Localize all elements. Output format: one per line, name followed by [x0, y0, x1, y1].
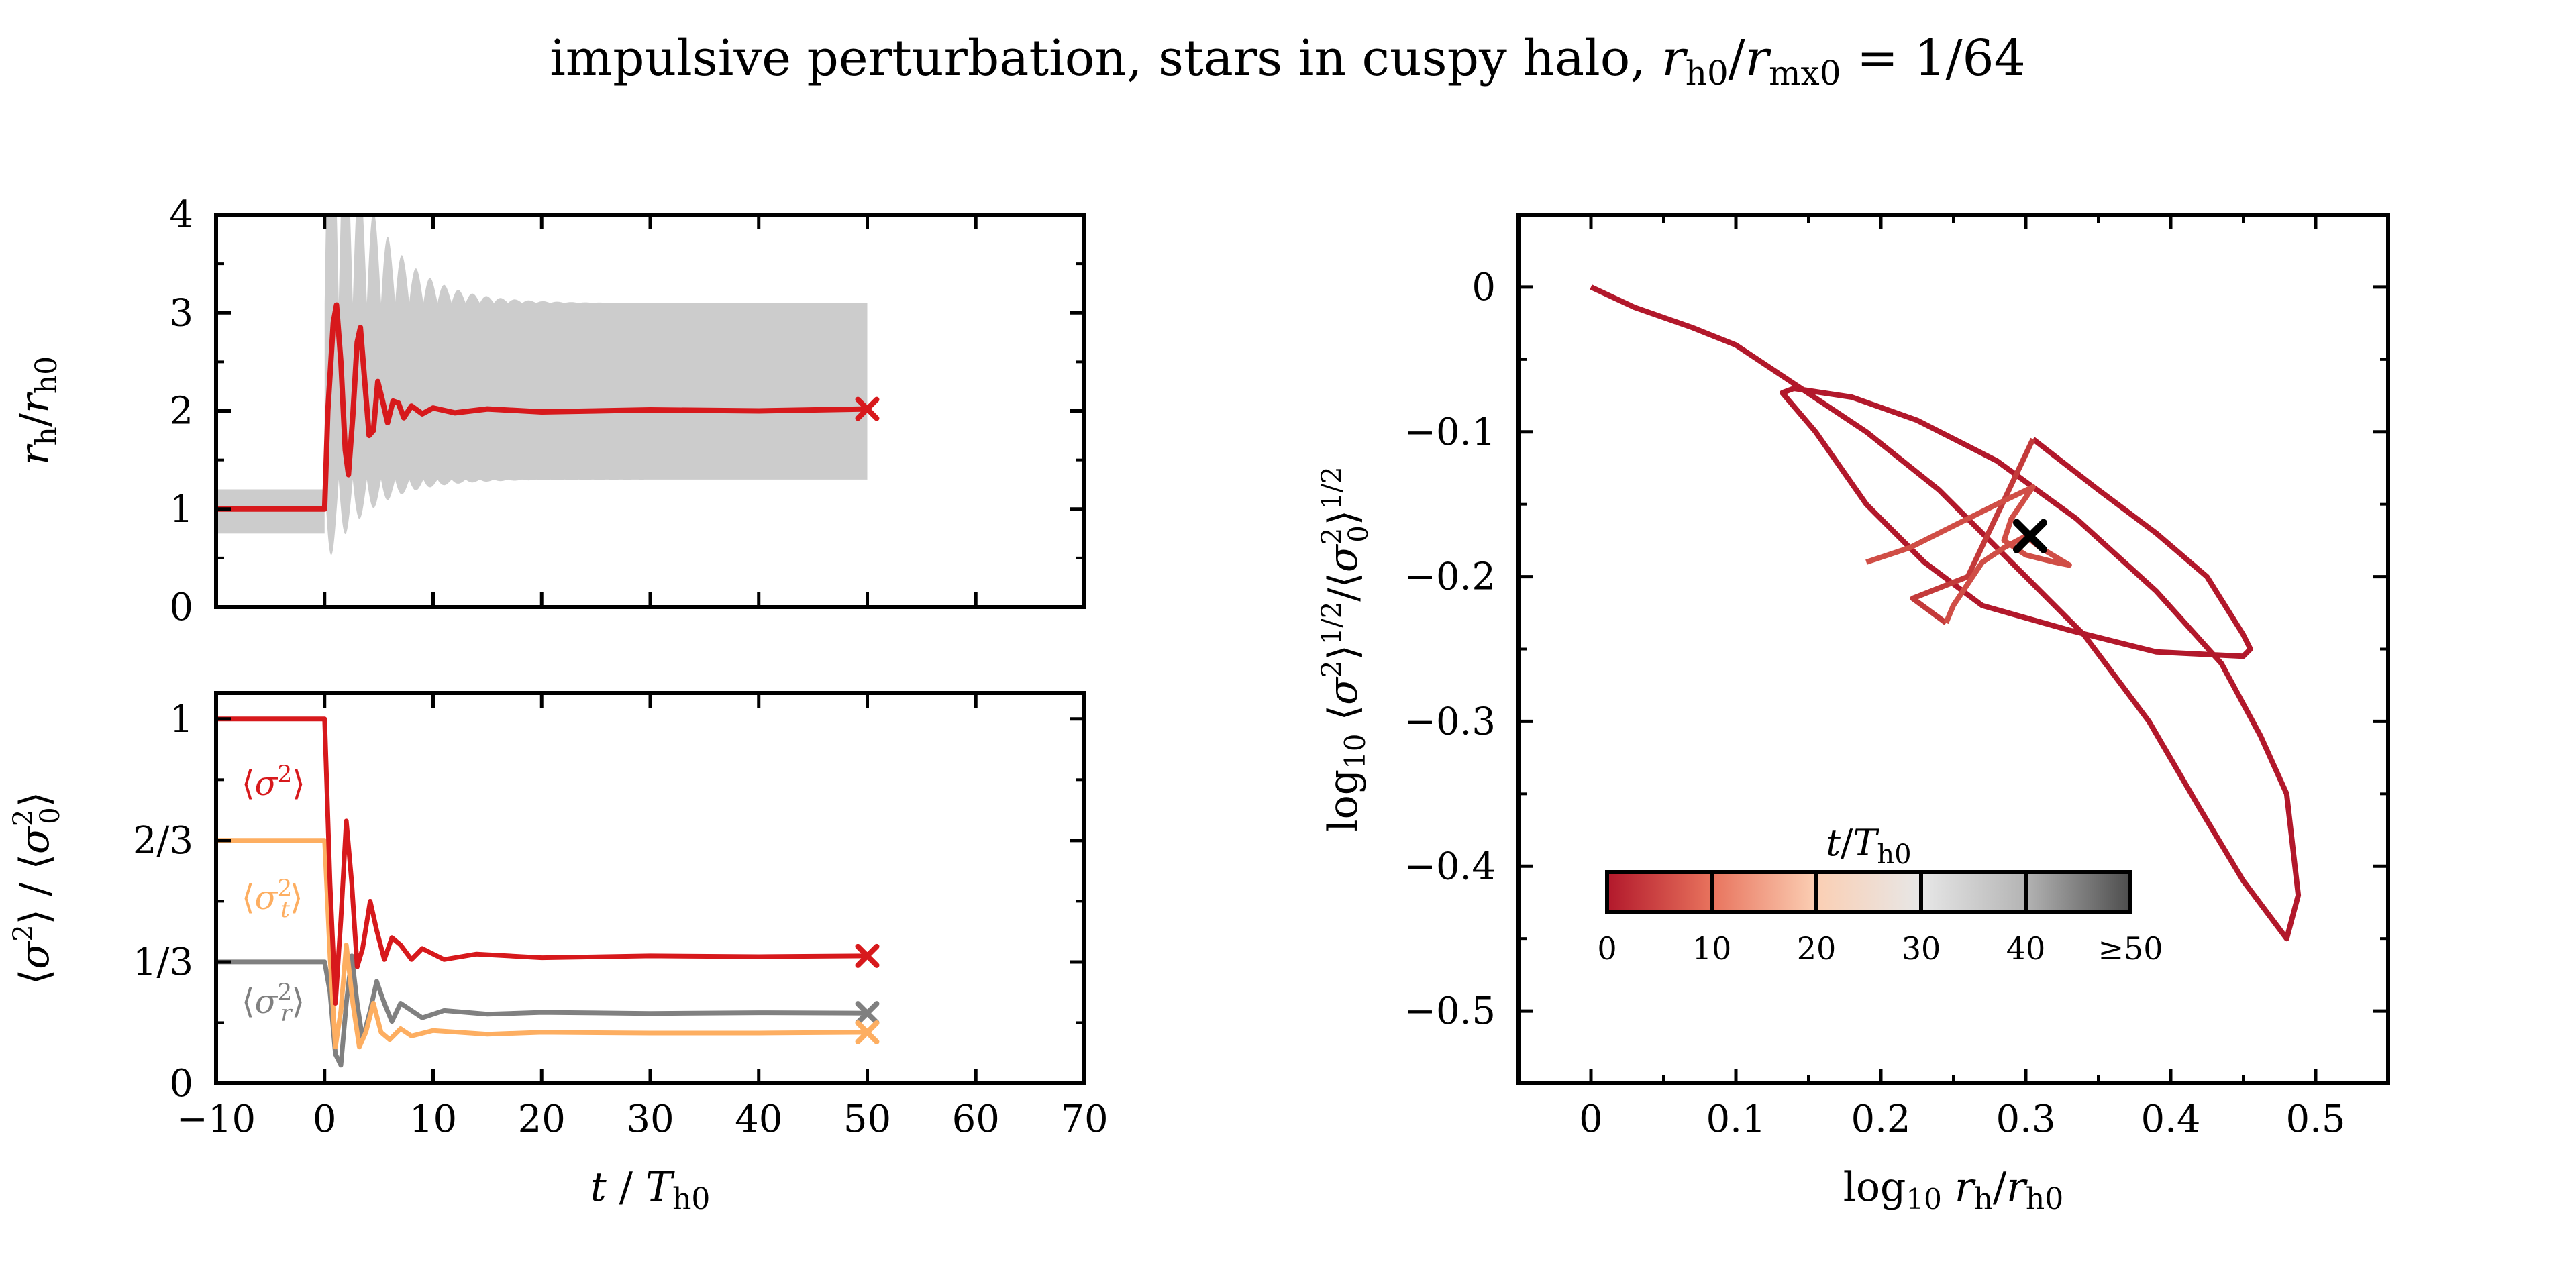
- x-tick-label: 30: [626, 1097, 674, 1141]
- y-tick-label: 0: [1472, 266, 1496, 309]
- top-left-panel: 0 1 2 3 4 rh/rh0: [11, 193, 1086, 629]
- y-tick-label: −0.4: [1404, 845, 1496, 888]
- post-band: [324, 215, 868, 555]
- trajectory-inner-loop: [1865, 484, 2072, 625]
- trajectory-main: [1590, 284, 2302, 942]
- x-tick-label: 0: [1579, 1097, 1603, 1141]
- bottom-left-markers: [855, 943, 880, 1044]
- x-tick-label: 0: [313, 1097, 337, 1141]
- y-tick-label: 1: [169, 488, 193, 531]
- colorbar-tick-label: ≥50: [2098, 930, 2163, 967]
- y-tick-label: 2/3: [133, 819, 193, 863]
- bottom-left-xlabel: t / Th0: [590, 1164, 711, 1216]
- right-panel: 0 0.1 0.2 0.3 0.4 0.5 0 −0.1 −0.2 −0.3 −0.4 −0.5: [1317, 213, 2390, 1216]
- colorbar-tick-label: 20: [1797, 930, 1837, 967]
- colorbar-tick-label: 30: [1902, 930, 1941, 967]
- right-ylabel: log10 ⟨σ2⟩1/2/⟨σ20⟩1/2: [1317, 466, 1374, 832]
- right-final-marker: [2012, 519, 2047, 553]
- final-marker: [855, 396, 880, 421]
- x-tick-label: 10: [409, 1097, 457, 1141]
- colorbar-gradient: [1605, 870, 2132, 914]
- final-marker: [2012, 519, 2047, 553]
- x-tick-label: 0.5: [2285, 1097, 2345, 1141]
- x-tick-label: 0.2: [1851, 1097, 1910, 1141]
- y-tick-label: −0.2: [1404, 555, 1496, 599]
- y-tick-label: 0: [169, 1062, 193, 1106]
- top-left-ticks: 0 1 2 3 4: [169, 193, 1086, 629]
- bottom-left-series: [216, 716, 868, 1068]
- y-tick-label: 1: [169, 698, 193, 741]
- x-tick-label: 0.4: [2141, 1097, 2200, 1141]
- sigma-r2-label: ⟨σ2 r⟩: [242, 979, 305, 1027]
- colorbar-label: t/Th0: [1826, 822, 1911, 870]
- x-tick-label: 50: [843, 1097, 891, 1141]
- colorbar-tick-label: 40: [2006, 930, 2046, 967]
- colorbar-tick-label: 10: [1692, 930, 1732, 967]
- x-tick-label: 0.1: [1706, 1097, 1765, 1141]
- trajectory-second-leg: [1910, 437, 2036, 625]
- x-tick-label: 0.3: [1996, 1097, 2055, 1141]
- sigma2-label: ⟨σ2⟩: [242, 761, 305, 803]
- sigma-r2-final-marker: [855, 1001, 880, 1026]
- right-xlabel: log10 rh/rh0: [1843, 1164, 2064, 1216]
- y-tick-label: 0: [169, 586, 193, 629]
- y-tick-label: −0.1: [1404, 411, 1496, 454]
- chart-title-text: impulsive perturbation, stars in cuspy h…: [550, 30, 1661, 87]
- right-trajectory: [1590, 284, 2302, 942]
- y-tick-label: 3: [169, 291, 193, 335]
- x-tick-label: −10: [176, 1097, 256, 1141]
- top-left-series: [216, 302, 868, 512]
- x-tick-label: 60: [952, 1097, 1000, 1141]
- chart-title: impulsive perturbation, stars in cuspy h…: [550, 30, 2025, 93]
- colorbar-ticks: 0 10 20 30 40 ≥50: [1597, 930, 2163, 967]
- sigma-r2-line: [216, 953, 868, 1068]
- sigma2-final-marker: [855, 943, 880, 968]
- bottom-left-ylabel: ⟨σ2⟩ / ⟨σ20⟩: [8, 792, 66, 985]
- colorbar-tick-label: 0: [1597, 930, 1616, 967]
- colorbar: t/Th0 0 10 20 30 40 ≥50: [1597, 822, 2163, 967]
- y-tick-label: 2: [169, 390, 193, 433]
- y-tick-label: −0.5: [1404, 989, 1496, 1033]
- sigma-t2-final-marker: [855, 1020, 880, 1044]
- sigma2-line: [216, 716, 868, 1006]
- sigma-t2-label: ⟨σ2 t⟩: [242, 875, 303, 923]
- right-ticks: 0 0.1 0.2 0.3 0.4 0.5 0 −0.1 −0.2 −0.3 −0.4 −0.5: [1404, 215, 2388, 1141]
- top-left-ylabel: rh/rh0: [11, 356, 64, 465]
- radius-line: [216, 302, 868, 512]
- y-tick-label: 1/3: [133, 941, 193, 984]
- y-tick-label: 4: [169, 193, 193, 237]
- sigma-t2-line: [216, 838, 868, 1050]
- x-tick-label: 40: [735, 1097, 782, 1141]
- x-tick-label: 70: [1060, 1097, 1108, 1141]
- top-left-markers: [855, 396, 880, 421]
- y-tick-label: −0.3: [1404, 700, 1496, 743]
- x-tick-label: 20: [518, 1097, 566, 1141]
- right-frame: [1516, 213, 2390, 1085]
